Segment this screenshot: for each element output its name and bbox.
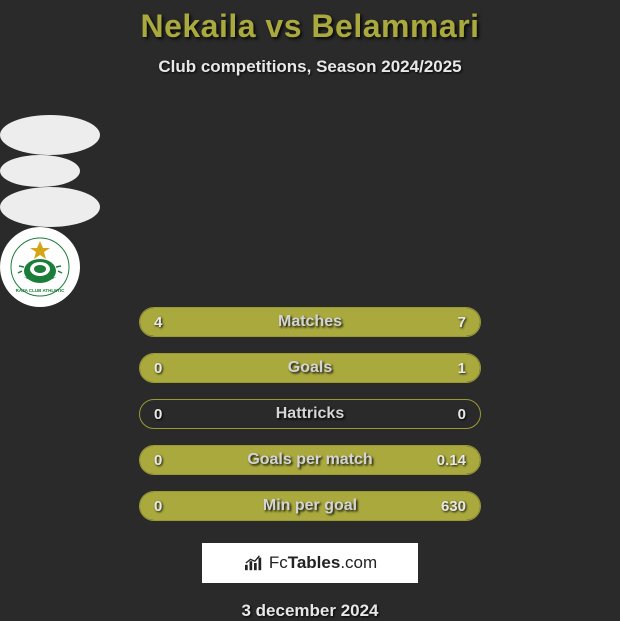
left-badge-placeholder-2	[0, 155, 80, 187]
stat-value-right: 7	[458, 314, 466, 331]
stat-value-right: 0.14	[437, 452, 466, 469]
bar-chart-icon	[243, 554, 265, 572]
stat-label: Goals per match	[140, 451, 480, 469]
raja-club-athletic-logo: RAJA CLUB ATHLETIC	[10, 237, 70, 297]
stat-label: Hattricks	[140, 405, 480, 423]
stat-row: 4Matches7	[139, 307, 481, 337]
page-title: Nekaila vs Belammari	[0, 8, 620, 45]
brand-text: FcTables.com	[269, 553, 377, 573]
left-badge-placeholder-1	[0, 115, 100, 155]
brand-attribution[interactable]: FcTables.com	[202, 543, 418, 583]
stat-row: 0Goals1	[139, 353, 481, 383]
stat-label: Min per goal	[140, 497, 480, 515]
svg-text:RAJA CLUB ATHLETIC: RAJA CLUB ATHLETIC	[16, 288, 66, 293]
stat-value-right: 1	[458, 360, 466, 377]
stat-value-right: 630	[441, 498, 466, 515]
stat-label: Matches	[140, 313, 480, 331]
stat-value-right: 0	[458, 406, 466, 423]
stat-label: Goals	[140, 359, 480, 377]
stats-comparison: RAJA CLUB ATHLETIC 4Matches70Goals10Hatt…	[0, 115, 620, 521]
date-text: 3 december 2024	[0, 601, 620, 621]
stat-row: 0Hattricks0	[139, 399, 481, 429]
page-subtitle: Club competitions, Season 2024/2025	[0, 57, 620, 77]
right-club-badge: RAJA CLUB ATHLETIC	[0, 227, 80, 307]
stat-row: 0Goals per match0.14	[139, 445, 481, 475]
right-badge-placeholder	[0, 187, 100, 227]
stat-row: 0Min per goal630	[139, 491, 481, 521]
